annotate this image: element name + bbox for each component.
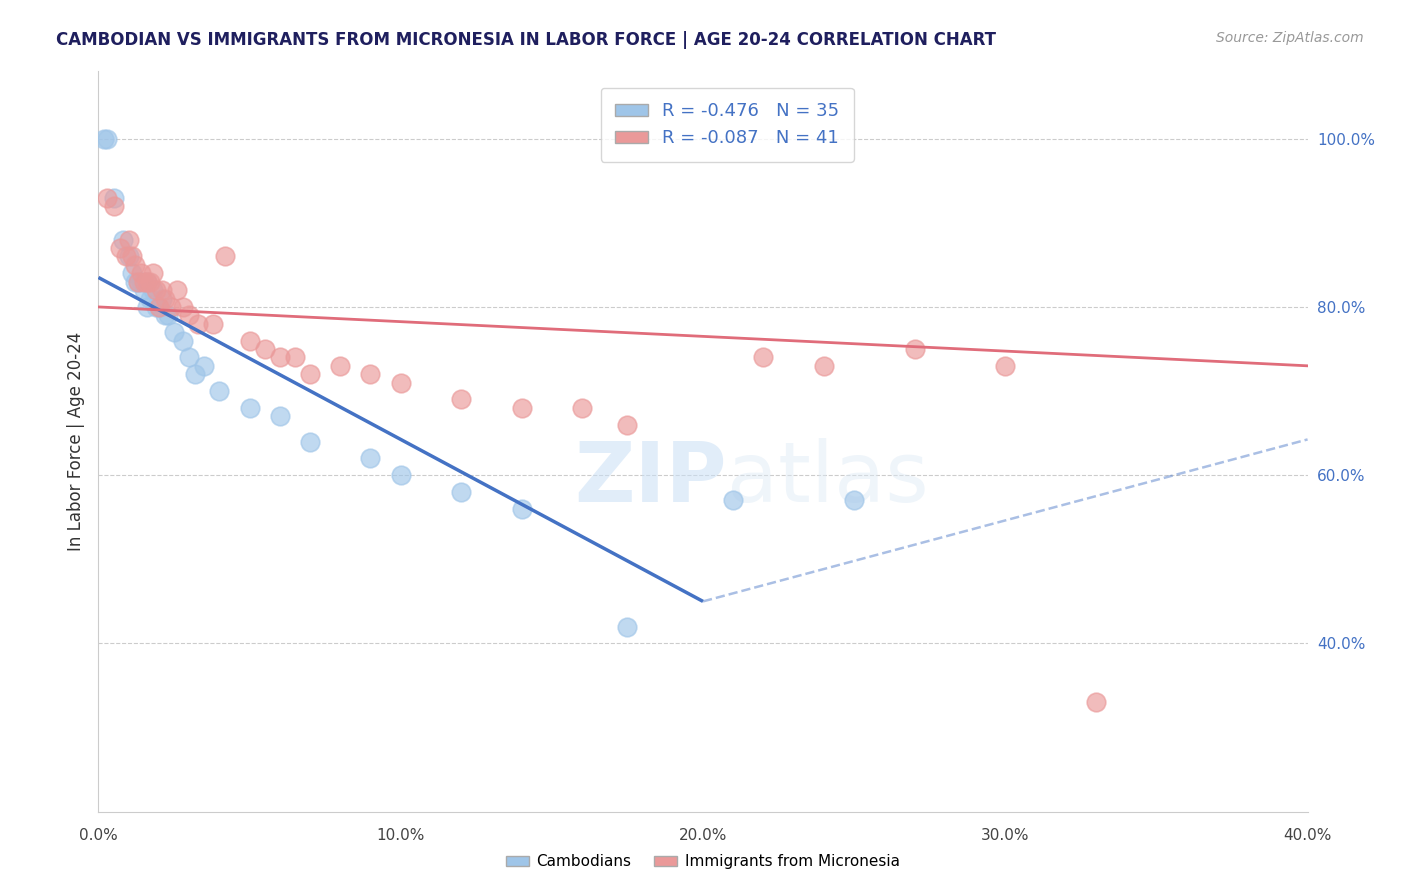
Point: [142, 283, 165, 297]
Point: [269, 351, 291, 365]
Point: [148, 300, 170, 314]
Point: [132, 275, 155, 289]
Point: [139, 292, 162, 306]
Point: [145, 283, 167, 297]
Point: [103, 190, 125, 204]
Point: [253, 342, 276, 356]
Point: [510, 501, 533, 516]
Legend: Cambodians, Immigrants from Micronesia: Cambodians, Immigrants from Micronesia: [501, 848, 905, 875]
Point: [142, 266, 165, 280]
Point: [166, 283, 188, 297]
Point: [145, 300, 167, 314]
Point: [329, 359, 352, 373]
Point: [135, 275, 157, 289]
Point: [139, 275, 162, 289]
Point: [96, 131, 118, 145]
Point: [179, 351, 201, 365]
Point: [844, 493, 866, 508]
Text: CAMBODIAN VS IMMIGRANTS FROM MICRONESIA IN LABOR FORCE | AGE 20-24 CORRELATION C: CAMBODIAN VS IMMIGRANTS FROM MICRONESIA …: [56, 31, 997, 49]
Point: [118, 250, 141, 264]
Point: [202, 317, 225, 331]
Point: [121, 250, 143, 264]
Point: [904, 342, 927, 356]
Point: [121, 266, 143, 280]
Point: [299, 434, 322, 449]
Point: [184, 368, 207, 382]
Text: atlas: atlas: [727, 438, 929, 519]
Point: [156, 309, 179, 323]
Text: Source: ZipAtlas.com: Source: ZipAtlas.com: [1216, 31, 1364, 45]
Point: [129, 275, 152, 289]
Point: [160, 300, 183, 314]
Point: [239, 401, 262, 415]
Point: [193, 359, 215, 373]
Point: [994, 359, 1017, 373]
Point: [616, 620, 638, 634]
Point: [179, 309, 201, 323]
Point: [114, 250, 136, 264]
Point: [284, 351, 307, 365]
Point: [127, 275, 149, 289]
Point: [124, 275, 146, 289]
Point: [127, 275, 149, 289]
Point: [132, 283, 155, 297]
Point: [118, 233, 141, 247]
Point: [360, 368, 382, 382]
Point: [150, 292, 173, 306]
Point: [299, 368, 322, 382]
Y-axis label: In Labor Force | Age 20-24: In Labor Force | Age 20-24: [66, 332, 84, 551]
Point: [510, 401, 533, 415]
Point: [111, 233, 134, 247]
Point: [187, 317, 209, 331]
Text: ZIP: ZIP: [575, 438, 727, 519]
Legend: R = -0.476   N = 35, R = -0.087   N = 41: R = -0.476 N = 35, R = -0.087 N = 41: [600, 87, 853, 161]
Point: [450, 485, 472, 500]
Point: [269, 409, 291, 424]
Point: [752, 351, 775, 365]
Point: [723, 493, 745, 508]
Point: [135, 275, 157, 289]
Point: [214, 250, 236, 264]
Point: [150, 283, 173, 297]
Point: [153, 309, 176, 323]
Point: [389, 376, 412, 390]
Point: [389, 468, 412, 483]
Point: [103, 199, 125, 213]
Point: [93, 131, 115, 145]
Point: [208, 384, 231, 398]
Point: [1085, 695, 1108, 709]
Point: [129, 266, 152, 280]
Point: [813, 359, 835, 373]
Point: [571, 401, 593, 415]
Point: [96, 190, 118, 204]
Point: [163, 325, 186, 339]
Point: [172, 300, 194, 314]
Point: [153, 292, 176, 306]
Point: [135, 300, 157, 314]
Point: [616, 417, 638, 432]
Point: [360, 451, 382, 466]
Point: [124, 258, 146, 272]
Point: [172, 334, 194, 348]
Point: [148, 300, 170, 314]
Point: [450, 392, 472, 407]
Point: [108, 241, 131, 255]
Point: [239, 334, 262, 348]
